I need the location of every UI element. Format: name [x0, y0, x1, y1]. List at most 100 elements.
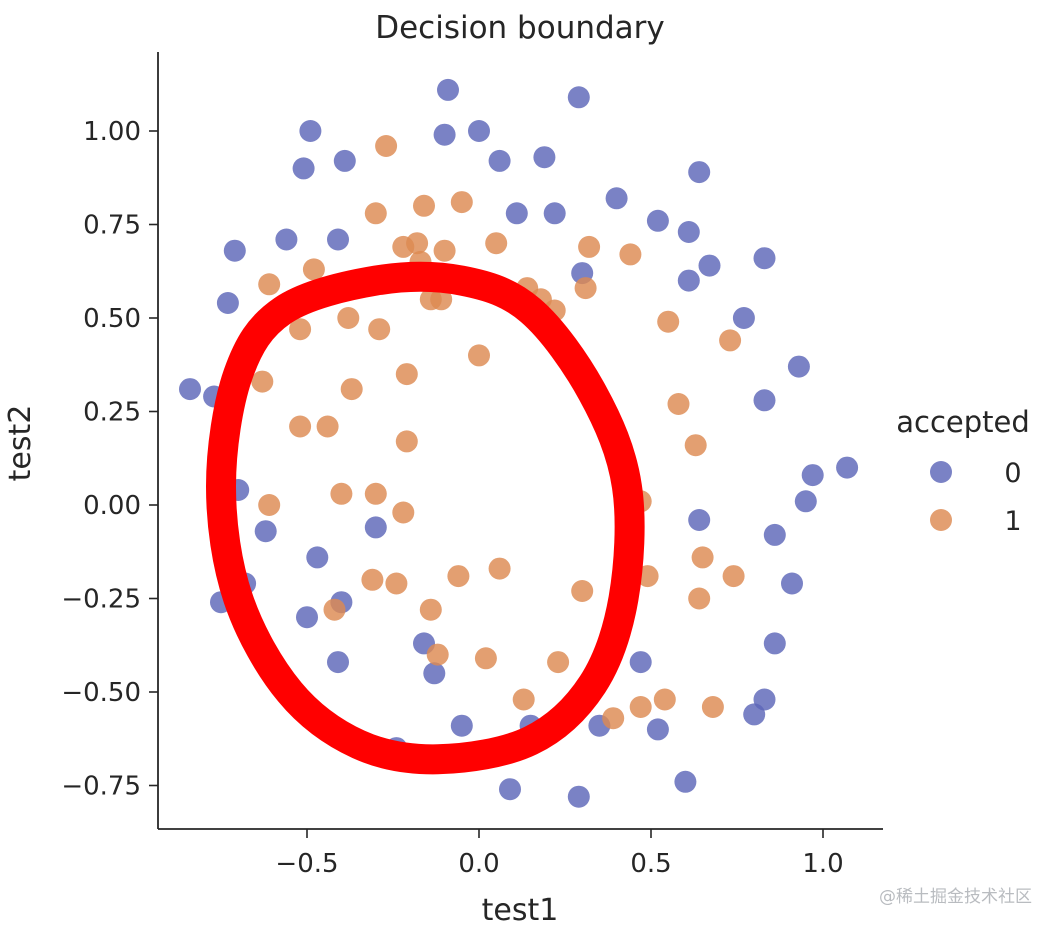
- data-point-accepted-1: [684, 434, 707, 457]
- data-point-accepted-1: [688, 587, 711, 610]
- data-point-accepted-0: [836, 456, 859, 479]
- data-point-accepted-1: [701, 696, 724, 718]
- data-point-accepted-1: [485, 232, 508, 255]
- x-tick-label: −0.5: [275, 849, 338, 879]
- data-point-accepted-1: [419, 598, 442, 621]
- data-point-accepted-0: [299, 120, 322, 142]
- data-point-accepted-1: [368, 318, 391, 341]
- legend-marker-1: [930, 509, 952, 531]
- data-point-accepted-0: [763, 523, 786, 546]
- data-point-accepted-1: [488, 557, 511, 580]
- data-point-accepted-0: [787, 355, 810, 378]
- data-point-accepted-0: [732, 307, 755, 329]
- data-point-accepted-1: [340, 378, 363, 401]
- legend-label-0: 0: [1004, 458, 1021, 489]
- data-point-accepted-1: [385, 572, 408, 595]
- data-point-accepted-0: [223, 239, 246, 262]
- data-point-accepted-1: [395, 430, 418, 453]
- data-point-accepted-0: [333, 149, 356, 172]
- data-point-accepted-1: [361, 568, 384, 591]
- data-point-accepted-1: [375, 135, 398, 157]
- data-point-accepted-0: [753, 389, 776, 412]
- data-point-accepted-1: [547, 651, 570, 674]
- data-point-accepted-0: [677, 221, 700, 243]
- data-point-accepted-1: [406, 232, 429, 255]
- data-point-accepted-0: [794, 490, 817, 513]
- data-point-accepted-0: [629, 651, 652, 674]
- data-point-accepted-1: [395, 363, 418, 386]
- data-point-accepted-1: [330, 482, 353, 505]
- legend-marker-0: [930, 461, 952, 483]
- data-point-accepted-0: [688, 161, 711, 184]
- hand-drawn-boundary-loop: [206, 261, 645, 775]
- data-point-accepted-0: [179, 378, 201, 401]
- watermark-text: @稀土掘金技术社区: [879, 887, 1032, 907]
- data-point-accepted-0: [753, 247, 776, 270]
- data-point-accepted-0: [533, 146, 556, 169]
- data-point-accepted-1: [302, 258, 325, 281]
- x-tick-label: 0.0: [458, 849, 499, 879]
- legend-label-1: 1: [1004, 506, 1021, 537]
- data-point-accepted-0: [306, 546, 329, 569]
- annotation-layer: [206, 261, 645, 775]
- data-point-accepted-1: [364, 482, 387, 505]
- data-point-accepted-1: [413, 194, 435, 217]
- y-tick-label: 0.00: [83, 491, 141, 521]
- data-point-accepted-0: [499, 778, 521, 801]
- x-tick-label: 1.0: [802, 849, 843, 879]
- data-point-accepted-0: [646, 718, 669, 741]
- chart-title: Decision boundary: [375, 10, 665, 46]
- data-point-accepted-1: [719, 329, 742, 352]
- data-point-accepted-0: [450, 714, 473, 737]
- data-point-accepted-0: [605, 187, 628, 210]
- data-point-accepted-0: [646, 209, 669, 232]
- data-point-accepted-1: [691, 546, 714, 569]
- data-point-accepted-1: [619, 243, 642, 266]
- data-point-accepted-1: [578, 235, 601, 258]
- data-point-accepted-1: [474, 647, 497, 670]
- data-point-accepted-0: [674, 770, 697, 793]
- data-point-accepted-1: [468, 344, 490, 367]
- data-point-accepted-0: [763, 632, 786, 655]
- x-ticks: −0.5 0.0 0.5 1.0: [275, 829, 844, 879]
- data-point-accepted-0: [543, 202, 566, 225]
- y-tick-label: 0.50: [83, 304, 141, 334]
- data-point-accepted-0: [468, 120, 490, 142]
- y-tick-label: −0.25: [61, 585, 141, 615]
- data-point-accepted-1: [433, 239, 456, 262]
- data-point-accepted-0: [781, 572, 803, 595]
- data-point-accepted-0: [567, 86, 590, 109]
- data-point-accepted-1: [447, 565, 470, 588]
- data-point-accepted-1: [602, 707, 625, 730]
- data-point-accepted-1: [430, 288, 453, 311]
- data-point-accepted-1: [574, 277, 597, 300]
- data-point-accepted-0: [364, 516, 387, 539]
- data-point-accepted-0: [437, 78, 459, 101]
- y-axis-label: test2: [3, 405, 38, 482]
- data-point-accepted-0: [505, 202, 528, 225]
- data-point-accepted-1: [258, 494, 281, 516]
- data-point-accepted-0: [327, 651, 349, 674]
- data-point-accepted-0: [296, 606, 318, 629]
- data-point-accepted-1: [316, 415, 339, 438]
- y-tick-label: 1.00: [83, 117, 141, 147]
- data-point-accepted-1: [337, 307, 360, 329]
- data-point-accepted-0: [698, 254, 721, 277]
- y-tick-label: −0.50: [61, 678, 141, 708]
- legend-title: accepted: [896, 405, 1030, 439]
- data-point-accepted-0: [216, 292, 239, 314]
- data-point-accepted-1: [364, 202, 387, 225]
- data-point-accepted-0: [327, 228, 349, 251]
- data-point-accepted-1: [629, 696, 652, 718]
- y-ticks: −0.75 −0.50 −0.25 0.00 0.25 0.50 0.75 1.00: [61, 117, 158, 802]
- y-tick-label: 0.75: [83, 211, 141, 241]
- data-point-accepted-0: [433, 123, 456, 146]
- data-point-accepted-0: [292, 157, 315, 180]
- legend: accepted 0 1: [896, 405, 1030, 537]
- data-point-accepted-0: [677, 269, 700, 292]
- data-point-accepted-1: [392, 501, 415, 524]
- data-point-accepted-0: [423, 662, 446, 685]
- x-axis-label: test1: [482, 893, 559, 928]
- x-tick-label: 0.5: [630, 849, 671, 879]
